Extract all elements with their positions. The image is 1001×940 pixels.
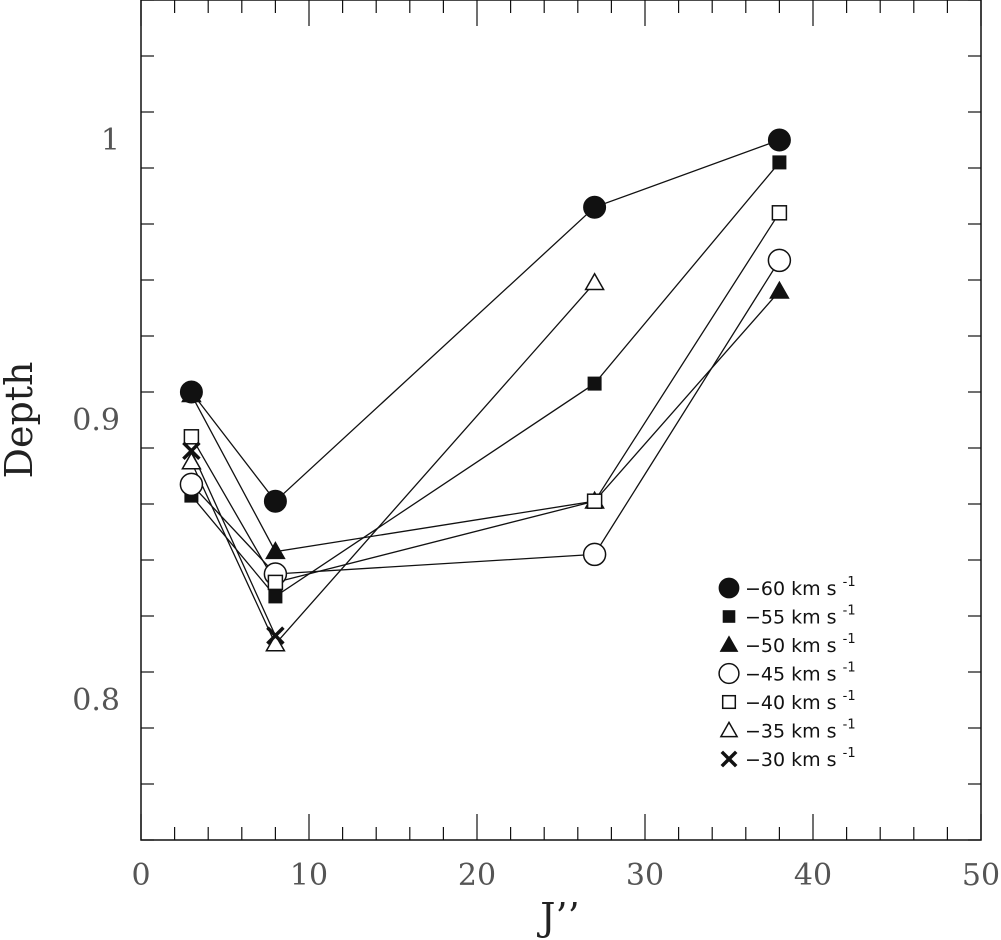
data-point <box>721 694 737 710</box>
data-point <box>582 542 607 567</box>
legend-label: −45 km s -1 <box>745 661 856 686</box>
data-point <box>181 384 202 403</box>
y-tick-label: 0.9 <box>72 403 120 438</box>
cross-stroke <box>266 626 285 645</box>
data-point <box>722 610 736 623</box>
data-point <box>767 128 791 152</box>
data-point <box>718 577 740 599</box>
series-line <box>190 290 780 553</box>
data-point <box>587 376 602 391</box>
legend-label: −60 km s -1 <box>745 575 856 600</box>
series-line <box>190 212 780 584</box>
x-tick-label: 50 <box>962 858 1000 893</box>
data-point <box>719 720 739 738</box>
legend-label: −35 km s -1 <box>745 718 856 743</box>
series-line <box>190 260 780 575</box>
data-point <box>769 280 790 299</box>
data-point <box>265 541 286 560</box>
data-point <box>767 248 792 273</box>
x-tick-label: 30 <box>626 858 664 893</box>
legend-label: −55 km s -1 <box>745 604 856 629</box>
plot-frame <box>140 0 982 841</box>
y-axis-title: Depth <box>0 361 41 478</box>
data-point <box>720 750 738 768</box>
axes: 0 10 20 30 40 50 0.8 0.9 1 <box>72 0 1000 893</box>
x-axis-title: J’’ <box>536 895 579 939</box>
x-tick-label: 40 <box>794 858 832 893</box>
data-point <box>772 155 787 170</box>
data-point <box>583 195 607 219</box>
data-point <box>584 272 605 291</box>
legend-label: −50 km s -1 <box>745 632 856 657</box>
data-point <box>771 205 788 221</box>
data-point <box>263 489 287 513</box>
cross-stroke <box>182 441 201 461</box>
series-line <box>190 282 596 646</box>
series-line <box>190 139 780 503</box>
data-point <box>181 451 202 470</box>
data-point <box>586 493 603 509</box>
data-point <box>268 589 283 604</box>
data-point <box>267 574 284 591</box>
legend: −60 km s -1 −55 km s -1 −50 km s -1 −45 km … <box>718 575 856 771</box>
data-point <box>179 472 204 497</box>
y-tick-label: 1 <box>101 123 120 158</box>
legend-label: −30 km s -1 <box>745 746 856 771</box>
series-layer <box>179 128 792 652</box>
x-tick-label: 10 <box>290 858 328 893</box>
data-point <box>183 429 200 445</box>
legend-label: −40 km s -1 <box>745 689 856 714</box>
x-tick-label: 0 <box>131 858 150 893</box>
x-tick-label: 20 <box>458 858 496 893</box>
series-line <box>190 450 276 636</box>
y-tick-label: 0.8 <box>72 683 120 718</box>
data-point <box>718 662 740 685</box>
data-point <box>266 626 285 645</box>
series-line <box>190 161 780 598</box>
data-point <box>265 633 286 652</box>
data-point <box>182 441 201 461</box>
cross-stroke <box>720 750 738 768</box>
data-point <box>719 635 739 652</box>
